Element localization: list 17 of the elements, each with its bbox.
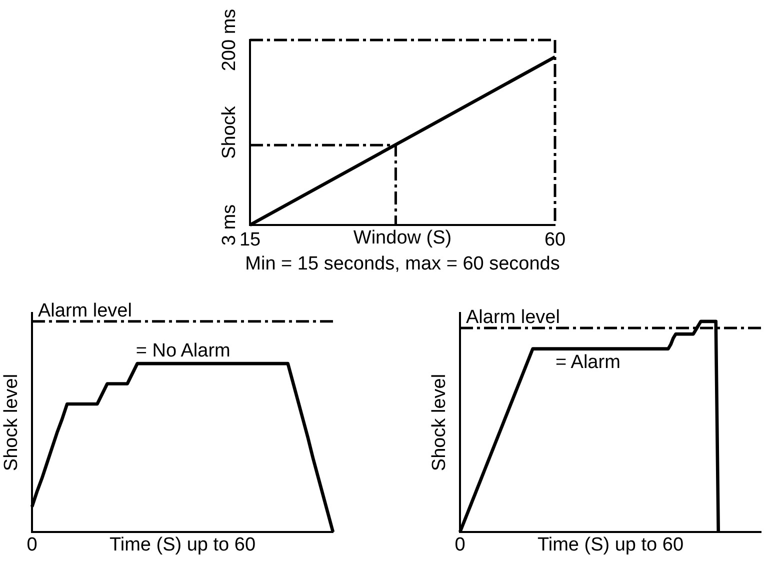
ref-line-label: Alarm level xyxy=(466,306,560,328)
x-tick-label: 60 xyxy=(544,230,566,251)
text: 0 xyxy=(454,534,466,556)
x-axis-title: Time (S) up to 60 xyxy=(109,534,256,556)
y-tick-label: 3 ms xyxy=(219,204,240,246)
x-axis-title: Time (S) up to 60 xyxy=(537,534,684,556)
x-tick-label: 15 xyxy=(239,230,261,251)
y-axis-title: Shock level xyxy=(429,374,450,472)
text: = No Alarm xyxy=(136,340,230,362)
y-axis-title: Shock level xyxy=(1,374,22,472)
annotation: = Alarm xyxy=(555,352,620,374)
y-axis-title: Shock xyxy=(219,106,240,159)
x-axis-title: Window (S) xyxy=(353,228,452,249)
y-tick-label: 200 ms xyxy=(219,8,240,72)
ref-line-label: Alarm level xyxy=(38,300,132,322)
text: 0 xyxy=(26,534,38,556)
text: Min = 15 seconds, max = 60 seconds xyxy=(245,254,560,275)
